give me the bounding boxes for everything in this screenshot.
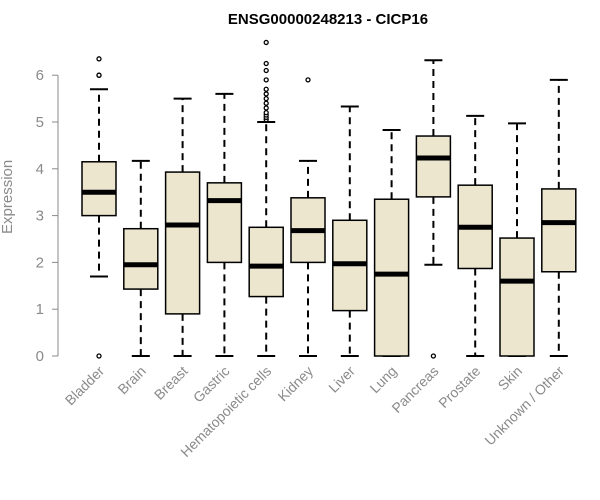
iqr-box [541, 188, 577, 273]
outlier-point [263, 100, 269, 106]
box-group [373, 128, 410, 357]
x-tick-label: Prostate [435, 363, 483, 411]
iqr-box [373, 198, 410, 357]
iqr-box [206, 182, 243, 264]
outlier-point [263, 77, 269, 83]
outlier-point [96, 353, 102, 359]
outlier-point [263, 39, 269, 46]
box-group [499, 122, 535, 357]
box-group [332, 105, 368, 357]
chart-title: ENSG00000248213 - CICP16 [228, 11, 428, 28]
box-group [206, 92, 243, 357]
y-tick-label: 3 [36, 208, 44, 225]
box-group [415, 59, 452, 359]
y-axis: 0 1 2 3 4 5 6 [36, 67, 59, 365]
x-tick-label: Kidney [275, 363, 317, 405]
outlier-point [305, 77, 311, 83]
y-tick-label: 1 [36, 301, 44, 318]
x-tick-label: Bladder [62, 363, 108, 409]
outlier-point [263, 105, 269, 111]
x-tick-label: Liver [325, 363, 358, 396]
iqr-box [123, 227, 159, 290]
box-group [290, 77, 326, 357]
y-tick-label: 5 [36, 114, 44, 131]
x-tick-label: Lung [366, 363, 399, 396]
iqr-box [248, 226, 284, 298]
x-tick-label: Brain [114, 363, 148, 397]
outlier-point [263, 95, 269, 102]
box-group [164, 97, 201, 357]
outlier-point [263, 91, 269, 97]
outlier-point [430, 353, 437, 359]
iqr-box [499, 237, 535, 357]
iqr-box [164, 171, 201, 315]
outlier-point [263, 67, 269, 74]
outlier-point [263, 86, 269, 92]
y-tick-label: 2 [36, 254, 44, 271]
box-group [248, 39, 284, 357]
x-tick-label: Breast [151, 363, 191, 403]
outlier-point [96, 72, 102, 78]
y-tick-label: 0 [36, 348, 44, 365]
x-tick-label: Unknown / Other [481, 363, 567, 449]
box-group [457, 114, 493, 357]
y-tick-label: 4 [36, 161, 44, 178]
x-tick-label: Skin [495, 363, 526, 394]
box-group [81, 56, 117, 359]
box-group [123, 159, 159, 357]
outlier-point [96, 56, 102, 62]
box-group [541, 78, 577, 357]
y-axis-label: Expression [0, 160, 16, 234]
iqr-box [81, 161, 117, 217]
outlier-point [263, 60, 269, 67]
outlier-point [263, 109, 269, 116]
boxes-group [81, 39, 577, 359]
iqr-box [415, 135, 452, 198]
y-tick-label: 6 [36, 67, 44, 84]
